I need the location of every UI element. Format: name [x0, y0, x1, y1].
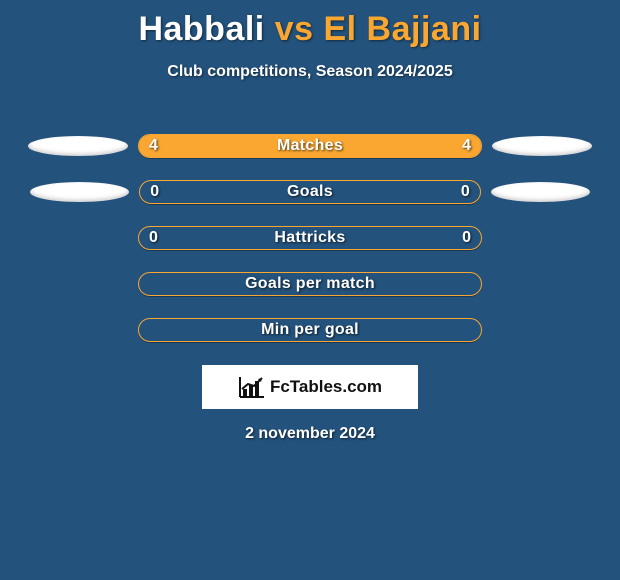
- stats-area: 4 Matches 4 0 Goals 0 0 Hattricks 0: [0, 123, 620, 353]
- brand-box: FcTables.com: [202, 365, 418, 409]
- stat-bar-goals: 0 Goals 0: [139, 180, 480, 204]
- vs-label: vs: [275, 10, 314, 48]
- stat-bar-matches: 4 Matches 4: [138, 134, 482, 158]
- stat-row: Min per goal: [0, 307, 620, 353]
- player1-avatar: [28, 136, 128, 156]
- stat-row: 4 Matches 4: [0, 123, 620, 169]
- player2-avatar-alt: [491, 182, 590, 202]
- player1-name: Habbali: [138, 10, 264, 48]
- stat-row: Goals per match: [0, 261, 620, 307]
- stat-value-right: 4: [452, 135, 481, 157]
- stat-bar-gpm: Goals per match: [138, 272, 482, 296]
- stat-value-right: [461, 319, 481, 341]
- stat-value-right: 0: [452, 227, 481, 249]
- stat-value-right: [461, 273, 481, 295]
- player2-name: El Bajjani: [323, 10, 481, 48]
- player2-avatar: [492, 136, 592, 156]
- chart-icon: [238, 375, 266, 399]
- stat-bar-hattricks: 0 Hattricks 0: [138, 226, 482, 250]
- stat-label: Min per goal: [139, 319, 481, 341]
- stat-bar-mpg: Min per goal: [138, 318, 482, 342]
- brand-label: FcTables.com: [270, 377, 382, 397]
- player1-avatar-alt: [30, 182, 129, 202]
- stat-label: Goals per match: [139, 273, 481, 295]
- stat-label: Hattricks: [139, 227, 481, 249]
- stat-value-right: 0: [451, 181, 480, 203]
- stat-row: 0 Hattricks 0: [0, 215, 620, 261]
- page-title: Habbali vs El Bajjani: [0, 0, 620, 49]
- footer-date: 2 november 2024: [0, 425, 620, 443]
- stat-label: Matches: [139, 135, 481, 157]
- subtitle: Club competitions, Season 2024/2025: [0, 63, 620, 81]
- stat-row: 0 Goals 0: [0, 169, 620, 215]
- stat-label: Goals: [140, 181, 479, 203]
